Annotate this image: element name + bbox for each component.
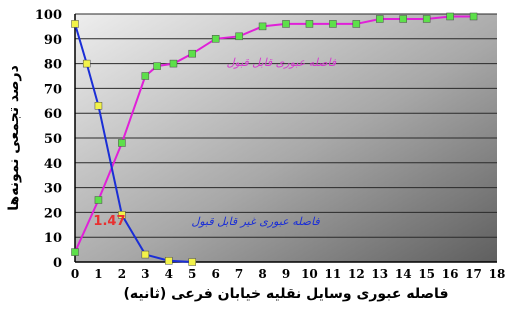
data-point bbox=[94, 102, 103, 110]
data-point bbox=[446, 12, 454, 21]
data-point bbox=[235, 32, 243, 41]
data-point bbox=[188, 258, 196, 266]
data-point bbox=[399, 15, 407, 23]
data-point bbox=[422, 15, 431, 23]
x-tick-label: 1 bbox=[94, 267, 102, 281]
y-tick-label: 60 bbox=[44, 107, 62, 122]
x-tick-label: 11 bbox=[325, 267, 342, 281]
data-point bbox=[71, 248, 79, 256]
x-tick-label: 9 bbox=[282, 267, 290, 281]
data-point bbox=[282, 20, 290, 28]
series-label: فاصله عبوری غیر قابل قبول bbox=[191, 215, 320, 228]
x-tick-label: 18 bbox=[489, 267, 506, 281]
data-point bbox=[94, 196, 103, 204]
data-point bbox=[188, 49, 196, 58]
x-tick-label: 2 bbox=[118, 267, 126, 281]
data-point bbox=[329, 20, 337, 28]
data-point bbox=[376, 15, 384, 23]
y-tick-label: 0 bbox=[53, 256, 62, 271]
y-tick-label: 40 bbox=[44, 157, 62, 172]
data-point bbox=[141, 72, 150, 80]
x-tick-label: 10 bbox=[301, 267, 318, 281]
data-point bbox=[82, 59, 91, 68]
series-label: فاصله عبوری قابل قبول bbox=[226, 56, 336, 69]
y-tick-label: 90 bbox=[44, 33, 62, 48]
annotation-label: 1.47 bbox=[93, 214, 125, 229]
x-tick-label: 15 bbox=[418, 267, 435, 281]
y-tick-label: 80 bbox=[44, 58, 62, 73]
y-tick-label: 10 bbox=[44, 231, 62, 246]
data-point bbox=[211, 35, 220, 43]
data-point bbox=[165, 257, 173, 265]
data-point bbox=[71, 20, 79, 28]
x-tick-label: 16 bbox=[442, 267, 459, 281]
x-tick-label: 0 bbox=[71, 267, 79, 281]
x-tick-label: 5 bbox=[188, 267, 196, 281]
data-point bbox=[118, 211, 126, 219]
x-tick-label: 8 bbox=[258, 267, 266, 281]
data-point bbox=[118, 139, 126, 147]
data-point bbox=[469, 12, 478, 21]
x-tick-label: 4 bbox=[165, 267, 173, 281]
x-tick-label: 7 bbox=[235, 267, 243, 281]
x-tick-label: 14 bbox=[395, 267, 412, 281]
x-tick-label: 12 bbox=[348, 267, 365, 281]
x-tick-label: 3 bbox=[141, 267, 149, 281]
x-tick-label: 17 bbox=[465, 267, 482, 281]
x-tick-label: 6 bbox=[211, 267, 219, 281]
y-tick-label: 100 bbox=[35, 8, 62, 23]
y-tick-label: 50 bbox=[44, 132, 62, 147]
data-point bbox=[153, 62, 161, 70]
y-tick-label: 20 bbox=[44, 206, 62, 221]
y-tick-label: 70 bbox=[44, 82, 62, 97]
y-axis-title: درصد تجمعی نمونه‌ها bbox=[6, 65, 22, 211]
data-point bbox=[169, 59, 178, 68]
data-point bbox=[352, 20, 361, 28]
y-tick-label: 30 bbox=[44, 182, 62, 197]
data-point bbox=[305, 20, 314, 28]
x-tick-label: 13 bbox=[371, 267, 388, 281]
data-point bbox=[258, 22, 267, 31]
x-axis-title: فاصله عبوری وسایل نقلیه خیابان فرعی (ثان… bbox=[124, 286, 449, 302]
data-point bbox=[141, 250, 150, 259]
